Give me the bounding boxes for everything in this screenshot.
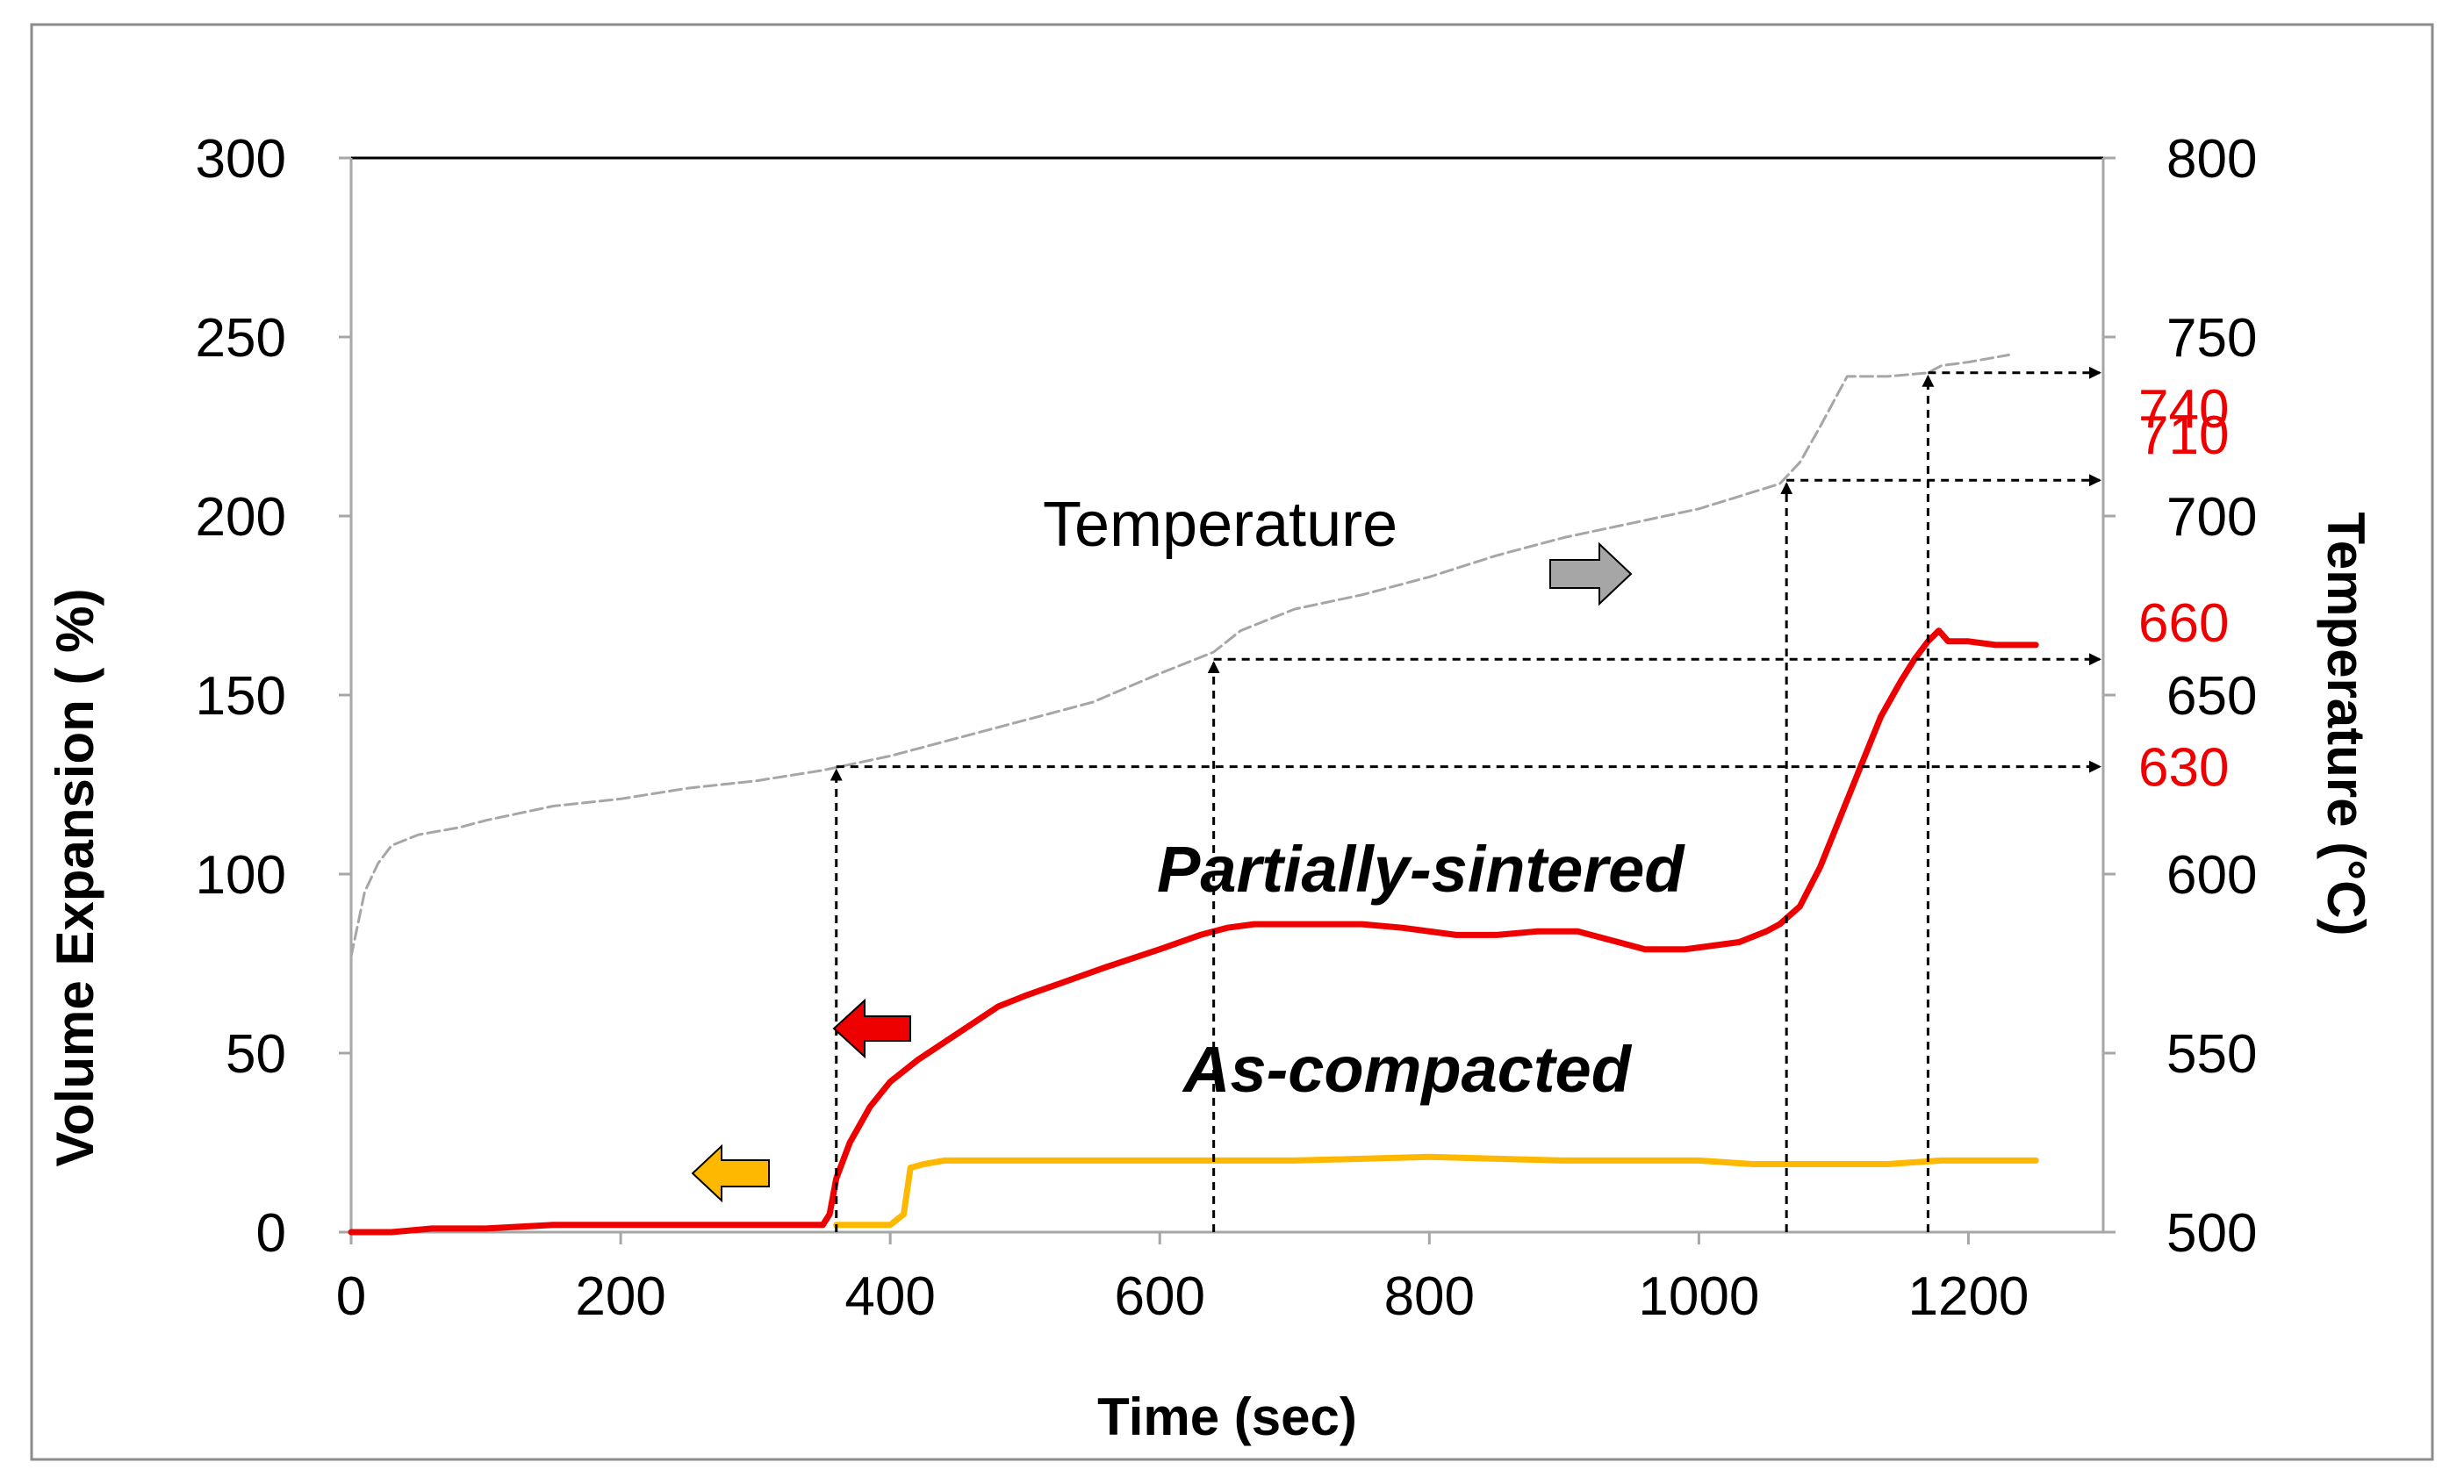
partially-sintered-line [348, 627, 2039, 1236]
temperature-mark-label: 710 [2138, 405, 2229, 466]
y2-tick-label: 500 [2166, 1203, 2257, 1264]
temperature-mark-label: 630 [2138, 738, 2229, 799]
x-tick-label: 400 [844, 1266, 935, 1327]
x-tick-label: 1200 [1907, 1266, 2029, 1327]
x-tick-label: 800 [1384, 1266, 1475, 1327]
partially-sintered-axis-arrow [832, 998, 911, 1059]
as-compacted-label: As-compacted [1182, 1033, 1633, 1106]
temperature-mark-label: 740 [2138, 379, 2229, 440]
temperature-line [349, 353, 2010, 958]
y-tick-label: 300 [196, 129, 286, 190]
x-tick-label: 600 [1115, 1266, 1205, 1327]
figure-border [30, 23, 2434, 1461]
y2-tick-label: 750 [2166, 308, 2257, 369]
y2-axis-title: Temperature (°C) [2317, 513, 2375, 936]
as-compacted-axis-arrow [691, 1143, 770, 1203]
x-axis-title: Time (sec) [1097, 1387, 1357, 1446]
partially-sintered-label: Partially-sintered [1157, 833, 1685, 906]
as-compacted-line [833, 1153, 2039, 1229]
temperature-mark-label: 660 [2138, 593, 2229, 654]
y-tick-label: 0 [256, 1203, 286, 1264]
x-tick-label: 0 [336, 1266, 366, 1327]
y-tick-label: 100 [196, 845, 286, 906]
y-tick-label: 200 [196, 487, 286, 548]
temperature-axis-arrow [1549, 541, 1633, 606]
y-tick-label: 150 [196, 666, 286, 727]
ticks-layer: 0 200 400 600 800 1000 1200 0 50 100 150 200 250 300 5… [196, 129, 2258, 1327]
y2-tick-label: 800 [2166, 129, 2257, 190]
y2-tick-label: 650 [2166, 666, 2257, 727]
y2-tick-label: 600 [2166, 845, 2257, 906]
y2-tick-label: 550 [2166, 1024, 2257, 1085]
y-tick-label: 250 [196, 308, 286, 369]
x-tick-label: 200 [575, 1266, 665, 1327]
y-tick-label: 50 [226, 1024, 286, 1085]
y2-tick-label: 700 [2166, 487, 2257, 548]
series-layer [348, 353, 2039, 1236]
temperature-label: Temperature [1043, 490, 1397, 560]
x-tick-label: 1000 [1638, 1266, 1759, 1327]
y-axis-title: Volume Expansion ( %) [46, 589, 104, 1167]
